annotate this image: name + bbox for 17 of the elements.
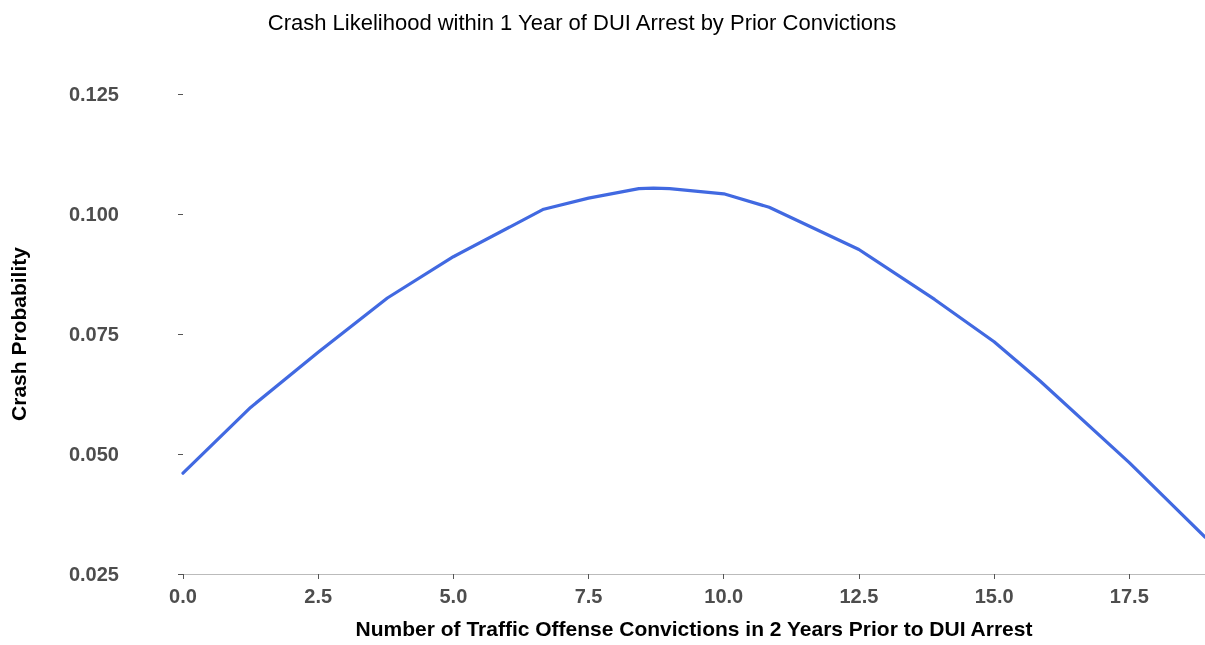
x-tick-label: 5.0: [439, 585, 468, 607]
line-series: [181, 186, 1205, 539]
x-tick-label: 17.5: [1109, 585, 1149, 607]
chart-title: Crash Likelihood within 1 Year of DUI Arrest by Prior Convictions: [267, 9, 897, 35]
x-tick-label: 0.0: [169, 585, 197, 607]
x-tick-label: 10.0: [704, 585, 744, 607]
x-axis-title: Number of Traffic Offense Convictions in 2 Years Prior to DUI Arrest: [355, 617, 1033, 640]
y-tick-label: 0.075: [68, 323, 119, 345]
y-tick-label: 0.125: [68, 83, 119, 105]
y-tick-label: 0.100: [68, 203, 119, 225]
x-tick-label: 2.5: [304, 585, 333, 607]
x-tick-label: 15.0: [974, 585, 1014, 607]
x-tick-label: 7.5: [574, 585, 603, 607]
y-tick-label: 0.050: [68, 443, 119, 465]
y-axis-title: Crash Probability: [7, 246, 30, 421]
y-tick-label: 0.025: [68, 563, 119, 585]
x-tick-label: 12.5: [839, 585, 879, 607]
